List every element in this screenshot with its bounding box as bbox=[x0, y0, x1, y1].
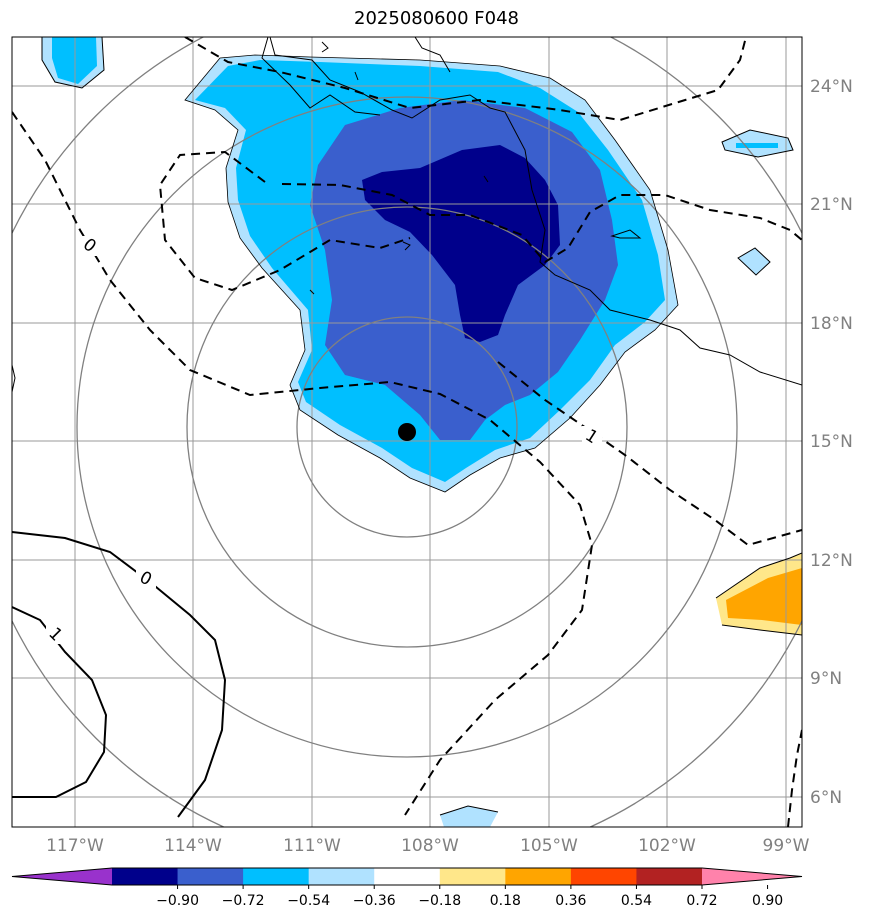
colorbar-tick-label: 0.72 bbox=[686, 893, 717, 909]
lat-label: 6°N bbox=[810, 788, 842, 808]
colorbar-segment bbox=[505, 868, 572, 885]
anomaly-fill-navy bbox=[362, 145, 560, 342]
colorbar-segment bbox=[112, 868, 179, 885]
anomaly-patch-east-a-core bbox=[736, 143, 778, 148]
longitude-labels: 117°W 114°W 111°W 108°W 105°W 102°W 99°W bbox=[46, 836, 810, 856]
lon-label: 102°W bbox=[638, 836, 696, 856]
lon-label: 117°W bbox=[46, 836, 104, 856]
lat-label: 15°N bbox=[810, 432, 853, 452]
dashed-contours bbox=[12, 37, 802, 827]
colorbar-tick-label: −0.18 bbox=[418, 893, 461, 909]
colorbar-segment bbox=[570, 868, 637, 885]
anomaly-patch-positive bbox=[726, 568, 802, 625]
lat-label: 21°N bbox=[810, 195, 853, 215]
storm-center-marker bbox=[398, 423, 416, 441]
colorbar-extension-max bbox=[702, 868, 802, 885]
lon-label: 111°W bbox=[283, 836, 341, 856]
colorbar-extension-min bbox=[12, 868, 112, 885]
lat-label: 12°N bbox=[810, 551, 853, 571]
colorbar-segment bbox=[308, 868, 375, 885]
range-rings bbox=[12, 37, 802, 827]
map-frame bbox=[11, 36, 803, 828]
colorbar-segment bbox=[177, 868, 244, 885]
anomaly-patch-south bbox=[440, 806, 498, 827]
colorbar-segment bbox=[636, 868, 703, 885]
colorbar: −0.90 −0.72 −0.54 −0.36 −0.18 0.18 0.36 0.54 0.7… bbox=[11, 867, 803, 909]
map-title: 2025080600 F048 bbox=[354, 8, 519, 29]
colorbar-outline bbox=[11, 867, 803, 886]
colorbar-tick-label: −0.36 bbox=[353, 893, 396, 909]
map-panel: 0 0 1 1 bbox=[12, 37, 802, 827]
lon-label: 114°W bbox=[164, 836, 222, 856]
lon-label: 99°W bbox=[763, 836, 810, 856]
lon-label: 108°W bbox=[401, 836, 459, 856]
lat-label: 24°N bbox=[810, 77, 853, 97]
colorbar-tick-label: −0.90 bbox=[156, 893, 199, 909]
colorbar-segment bbox=[243, 868, 310, 885]
colorbar-tick-label: 0.90 bbox=[752, 893, 783, 909]
colorbar-tick-label: 0.18 bbox=[490, 893, 521, 909]
contour-labels: 0 0 1 1 bbox=[44, 235, 602, 646]
lat-label: 18°N bbox=[810, 314, 853, 334]
colorbar-tick-label: 0.36 bbox=[555, 893, 586, 909]
latitude-labels: 24°N 21°N 18°N 15°N 12°N 9°N 6°N bbox=[810, 77, 853, 808]
colorbar-tick-label: 0.54 bbox=[621, 893, 652, 909]
colorbar-tick-label: −0.54 bbox=[287, 893, 330, 909]
colorbar-tick-label: −0.72 bbox=[222, 893, 265, 909]
lat-label: 9°N bbox=[810, 669, 842, 689]
lon-label: 105°W bbox=[520, 836, 578, 856]
coastlines bbox=[12, 37, 802, 816]
colorbar-segment bbox=[374, 868, 441, 885]
colorbar-segment bbox=[439, 868, 506, 885]
